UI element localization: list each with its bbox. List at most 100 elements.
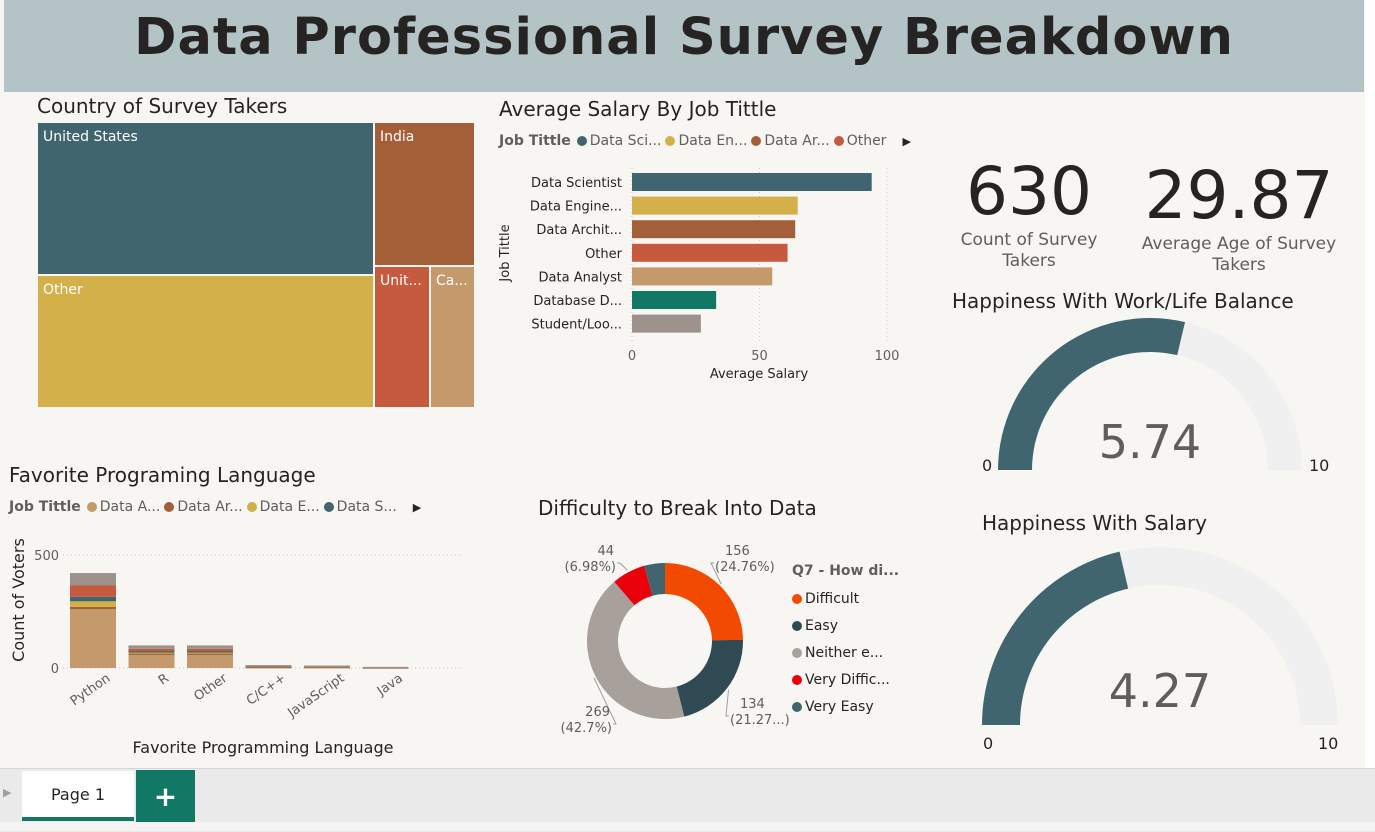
language-bar-segment[interactable] — [70, 585, 116, 597]
donut-slice[interactable] — [676, 639, 743, 717]
legend-item[interactable]: Neither e... — [792, 639, 890, 666]
vertical-scrollbar[interactable] — [1365, 0, 1375, 768]
legend-item[interactable]: Data S... — [323, 499, 397, 515]
legend-dot — [246, 502, 257, 512]
legend-item[interactable]: Data A... — [86, 499, 160, 515]
salary-gauge[interactable] — [975, 540, 1345, 730]
legend-dot — [86, 502, 97, 512]
language-bar-segment[interactable] — [70, 573, 116, 586]
language-bar-segment[interactable] — [70, 601, 116, 607]
legend-item[interactable]: Very Easy — [792, 693, 890, 720]
language-bar-segment[interactable] — [70, 596, 116, 602]
language-bar-segment[interactable] — [128, 652, 175, 654]
treemap-cell-india[interactable]: India — [374, 122, 475, 266]
count-card-value: 630 — [966, 153, 1092, 230]
treemap-cell-united-states[interactable]: United States — [37, 122, 374, 275]
treemap-cell-other[interactable]: Other — [37, 275, 374, 408]
legend-next-arrow-icon[interactable]: ▶ — [412, 500, 422, 514]
legend-label: Data Sci... — [589, 133, 662, 149]
salary-gauge-max: 10 — [1318, 734, 1339, 753]
legend-item[interactable]: Data Ar... — [751, 133, 830, 149]
language-stacked-bar-chart[interactable]: 0 500 Python R Other C/C++JavaScript Java Cou… — [5, 530, 465, 765]
legend-next-arrow-icon[interactable]: ▶ — [902, 134, 911, 148]
treemap-cell-canada[interactable]: Ca... — [430, 266, 475, 408]
legend-item[interactable]: Data Ar... — [164, 499, 243, 515]
donut-slice[interactable] — [587, 581, 685, 719]
legend-dot — [576, 136, 587, 146]
salary-bar[interactable] — [632, 220, 796, 239]
leader-line — [710, 562, 722, 585]
legend-item[interactable]: Easy — [792, 612, 890, 639]
language-bar-segment[interactable] — [128, 645, 175, 649]
leader-line — [725, 689, 730, 717]
tab-page-1[interactable]: Page 1 — [22, 771, 134, 821]
language-bar-segment[interactable] — [304, 665, 350, 668]
category-label: Other — [191, 671, 230, 705]
legend-title: Job Tittle — [9, 499, 81, 515]
leader-line — [593, 677, 617, 725]
salary-bar[interactable] — [632, 291, 717, 309]
donut-slices[interactable] — [587, 563, 743, 719]
language-bar-segment[interactable] — [187, 651, 233, 653]
category-label: Student/Loo... — [531, 318, 622, 333]
title-banner — [4, 0, 1364, 92]
language-bar-segment[interactable] — [187, 648, 233, 652]
language-bars[interactable] — [70, 573, 409, 669]
tab-scroll-left-icon[interactable]: ▶ — [3, 786, 12, 799]
legend-item[interactable]: Data En... — [665, 133, 747, 149]
category-label: R — [156, 671, 172, 688]
legend-label: Data Ar... — [764, 133, 830, 149]
salary-x-axis-label: Average Salary — [710, 367, 809, 382]
language-bar-segment[interactable] — [187, 652, 233, 654]
legend-item[interactable]: Data E... — [246, 499, 320, 515]
language-bar-segment[interactable] — [70, 606, 116, 610]
language-bar-segment[interactable] — [187, 645, 233, 649]
salary-bar-chart[interactable]: Data Scientist Data Engine... Data Archit.… — [495, 160, 915, 390]
salary-gauge-title: Happiness With Salary — [982, 511, 1208, 535]
gauge-fill[interactable] — [998, 318, 1186, 470]
language-bar-segment[interactable] — [362, 666, 409, 669]
language-visual-title: Favorite Programing Language — [9, 463, 316, 487]
salary-bar[interactable] — [632, 314, 701, 333]
salary-bar[interactable] — [632, 196, 798, 215]
category-label: Java — [374, 671, 406, 700]
salary-category-labels: Data Scientist Data Engine... Data Archit.… — [530, 176, 623, 333]
salary-bars[interactable] — [632, 173, 872, 333]
legend-item[interactable]: Difficult — [792, 585, 890, 612]
difficulty-donut-chart[interactable]: 156(24.76%) 134(21.27...) 269(42.7%) 44(6.9… — [540, 530, 795, 745]
add-page-button[interactable]: + — [136, 770, 195, 822]
legend-item[interactable]: Other — [833, 133, 886, 149]
donut-slice[interactable] — [644, 563, 665, 596]
donut-slice[interactable] — [614, 565, 653, 606]
worklife-gauge[interactable] — [990, 310, 1310, 475]
salary-bar[interactable] — [632, 173, 872, 191]
legend-item[interactable]: Very Diffic... — [792, 666, 890, 693]
salary-gauge-value: 4.27 — [1108, 664, 1212, 718]
language-bar-segment[interactable] — [70, 609, 116, 668]
salary-bar[interactable] — [632, 243, 788, 262]
x-tick-label: 50 — [751, 349, 768, 364]
treemap-label: United States — [43, 129, 138, 145]
legend-label: Very Diffic... — [805, 671, 890, 688]
language-bar-segment[interactable] — [128, 653, 175, 655]
gauge-fill[interactable] — [982, 551, 1129, 725]
language-bar-segment[interactable] — [187, 653, 233, 655]
donut-slice[interactable] — [665, 563, 743, 641]
donut-percent-label: (42.7%) — [561, 721, 612, 736]
language-bar-segment[interactable] — [245, 665, 292, 667]
treemap-cell-united-kingdom[interactable]: Unit... — [374, 266, 430, 408]
category-label: Database D... — [533, 294, 622, 309]
salary-bar[interactable] — [632, 267, 773, 286]
language-bar-segment[interactable] — [128, 654, 175, 668]
category-label: Other — [585, 247, 623, 262]
worklife-gauge-min: 0 — [982, 456, 993, 475]
language-bar-segment[interactable] — [128, 648, 175, 652]
page-tab-bar — [0, 768, 1375, 832]
donut-percent-label: (21.27...) — [730, 713, 790, 728]
legend-label: Data Ar... — [177, 499, 243, 515]
donut-data-labels: 156(24.76%) 134(21.27...) 269(42.7%) 44(6.9… — [561, 544, 790, 736]
language-bar-segment[interactable] — [187, 654, 233, 668]
language-bar-segment[interactable] — [128, 651, 175, 653]
country-treemap[interactable]: United States Other India Unit... Ca... — [37, 122, 475, 408]
legend-item[interactable]: Data Sci... — [576, 133, 662, 149]
